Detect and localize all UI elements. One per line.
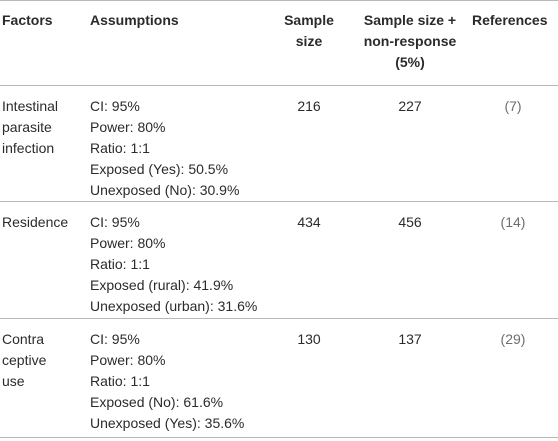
row1-reference: (7) xyxy=(504,98,522,114)
header-sample-size-line1: Sample xyxy=(284,12,334,28)
row2-reference: (14) xyxy=(500,214,526,230)
row2-assumption: Exposed (rural): 41.9% xyxy=(90,277,234,293)
row1-assumptions: CI: 95% Power: 80% Ratio: 1:1 Exposed (Y… xyxy=(90,96,280,201)
row3-reference: (29) xyxy=(500,331,526,347)
row3-assumption: CI: 95% xyxy=(90,331,140,347)
row3-factor-line: Contra xyxy=(2,331,45,347)
header-factors: Factors xyxy=(2,12,53,28)
row2-factor-line: Residence xyxy=(2,214,69,230)
row3-sample-size-nonresponse: 137 xyxy=(398,331,422,347)
row1-sample-size: 216 xyxy=(297,98,321,114)
row1-factor-line: infection xyxy=(2,140,55,156)
row3-factor-line: use xyxy=(2,373,25,389)
header-assumptions: Assumptions xyxy=(90,12,179,28)
row2-assumptions: CI: 95% Power: 80% Ratio: 1:1 Exposed (r… xyxy=(90,212,280,317)
row1-sample-size-nonresponse: 227 xyxy=(398,98,422,114)
row2-assumption: Unexposed (urban): 31.6% xyxy=(90,298,258,314)
row1-factor: Intestinal parasite infection xyxy=(2,96,86,159)
header-nr-line3: (5%) xyxy=(395,54,425,70)
header-sample-size-nonresponse: Sample size + non-response (5%) xyxy=(350,10,470,73)
row-rule-1 xyxy=(0,201,558,202)
header-sample-size: Sample size xyxy=(272,10,346,52)
row3-sample-size: 130 xyxy=(297,331,321,347)
row1-factor-line: Intestinal xyxy=(2,98,59,114)
row1-assumption: Exposed (Yes): 50.5% xyxy=(90,161,229,177)
row-rule-2 xyxy=(0,318,558,319)
row3-assumption: Exposed (No): 61.6% xyxy=(90,394,224,410)
row2-factor: Residence xyxy=(2,212,86,233)
row3-factor-line: ceptive xyxy=(2,352,47,368)
row1-factor-line: parasite xyxy=(2,119,52,135)
bottom-rule xyxy=(0,437,558,438)
header-nr-line1: Sample size + xyxy=(363,12,457,28)
row2-sample-size: 434 xyxy=(297,214,321,230)
row1-assumption: CI: 95% xyxy=(90,98,140,114)
row3-assumptions: CI: 95% Power: 80% Ratio: 1:1 Exposed (N… xyxy=(90,329,280,434)
row1-assumption: Power: 80% xyxy=(90,119,166,135)
row2-assumption: Power: 80% xyxy=(90,235,166,251)
row1-assumption: Ratio: 1:1 xyxy=(90,140,150,156)
row1-assumption: Unexposed (No): 30.9% xyxy=(90,182,240,198)
row3-assumption: Unexposed (Yes): 35.6% xyxy=(90,415,245,431)
row2-assumption: Ratio: 1:1 xyxy=(90,256,150,272)
row3-assumption: Ratio: 1:1 xyxy=(90,373,150,389)
header-references: References xyxy=(472,12,548,28)
row2-assumption: CI: 95% xyxy=(90,214,140,230)
header-sample-size-line2: size xyxy=(295,33,323,49)
top-rule xyxy=(0,0,558,1)
row2-sample-size-nonresponse: 456 xyxy=(398,214,422,230)
row3-assumption: Power: 80% xyxy=(90,352,166,368)
header-rule xyxy=(0,85,558,86)
row3-factor: Contra ceptive use xyxy=(2,329,86,392)
header-nr-line2: non-response xyxy=(363,33,457,49)
